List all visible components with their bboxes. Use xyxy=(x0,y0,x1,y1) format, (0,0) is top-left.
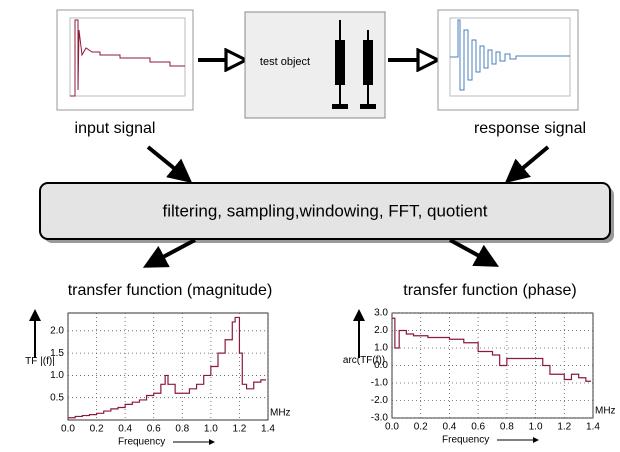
x-tick-label: 0.4 xyxy=(118,424,132,435)
x-tick-label: 0.8 xyxy=(175,424,189,435)
process-label: filtering, sampling,windowing, FFT, quot… xyxy=(162,201,487,220)
x-tick-label: 0.4 xyxy=(442,422,456,433)
x-axis-label: Frequency xyxy=(118,437,165,448)
y-tick-label: 0.0 xyxy=(374,360,388,371)
chart-title: transfer function (magnitude) xyxy=(68,282,273,299)
x-tick-label: 1.4 xyxy=(586,422,600,433)
x-tick-label: 1.2 xyxy=(232,424,246,435)
chart-title: transfer function (phase) xyxy=(403,282,576,299)
step-line xyxy=(392,317,591,382)
y-tick-label: -2.0 xyxy=(371,395,389,406)
y-tick-label: 1.0 xyxy=(50,370,64,381)
x-tick-label: 0.6 xyxy=(147,424,161,435)
arrow xyxy=(142,238,196,268)
y-tick-label: -1.0 xyxy=(371,378,389,389)
process-box xyxy=(39,182,611,240)
x-tick-label: 1.4 xyxy=(261,424,275,435)
x-tick-label: 0.2 xyxy=(90,424,104,435)
y-tick-label: 0.5 xyxy=(50,392,64,403)
y-tick-label: 3.0 xyxy=(374,308,388,319)
x-tick-label: 1.0 xyxy=(529,422,543,433)
test-object-box xyxy=(244,11,386,119)
x-tick-label: 0.2 xyxy=(414,422,428,433)
step-line xyxy=(68,316,266,419)
response-label: response signal xyxy=(474,120,586,137)
input-label: input signal xyxy=(75,120,156,137)
y-axis-label: arc(TF(f)) xyxy=(343,355,385,366)
y-tick-label: 2.0 xyxy=(50,325,64,336)
y-tick-label: 1.5 xyxy=(50,348,64,359)
x-tick-label: 1.2 xyxy=(557,422,571,433)
arrow xyxy=(504,145,550,184)
test-object-label: test object xyxy=(260,56,310,68)
x-tick-label: 0.0 xyxy=(61,424,75,435)
x-unit: MHz xyxy=(595,406,616,417)
x-tick-label: 0.8 xyxy=(500,422,514,433)
x-unit: MHz xyxy=(270,408,291,419)
arrow xyxy=(449,238,500,267)
y-tick-label: 2.0 xyxy=(374,325,388,336)
y-tick-label: -3.0 xyxy=(371,413,389,424)
plot-area xyxy=(67,312,269,421)
arrow xyxy=(146,145,193,184)
y-tick-label: 1.0 xyxy=(374,343,388,354)
x-axis-label: Frequency xyxy=(442,435,489,446)
input-thumbnail xyxy=(56,9,194,111)
x-tick-label: 1.0 xyxy=(204,424,218,435)
x-tick-label: 0.6 xyxy=(471,422,485,433)
x-tick-label: 0.0 xyxy=(385,422,399,433)
y-axis-label: TF |(f)| xyxy=(25,356,55,367)
response-thumbnail xyxy=(437,9,579,111)
